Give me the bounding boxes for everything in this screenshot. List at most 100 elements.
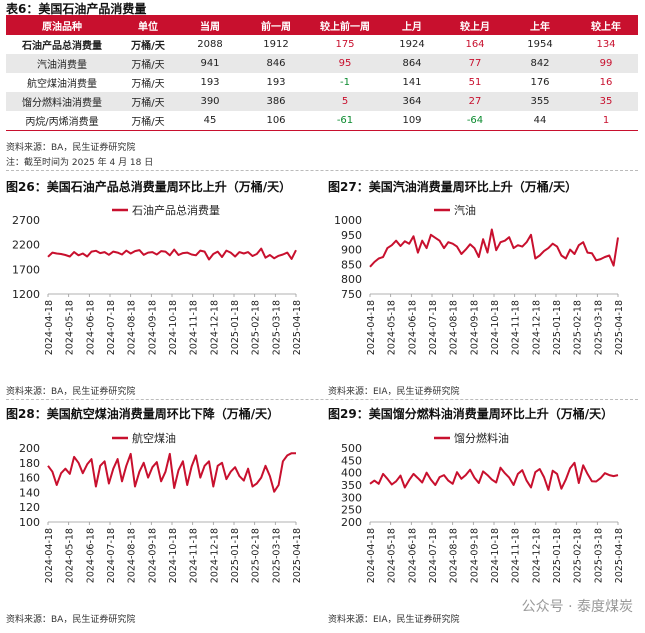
table-cell-cur: 941 (178, 54, 242, 73)
chart27-source: 资料来源：EIA，民生证券研究院 (328, 387, 460, 397)
table-cell-name: 航空煤油消费量 (27, 79, 97, 90)
x-tick-label: 2025-04-18 (292, 528, 303, 583)
x-tick-label: 2024-07-18 (428, 300, 439, 355)
x-tick-label: 2025-04-18 (614, 300, 625, 355)
y-tick-label: 800 (341, 273, 362, 286)
y-tick-label: 500 (341, 442, 362, 455)
table-row: 航空煤油消费量 万桶/天 193 193 -1 141 51 176 16 (6, 73, 638, 92)
table-row: 汽油消费量 万桶/天 941 846 95 864 77 842 99 (6, 54, 638, 73)
chart26-source: 资料来源：BA，民生证券研究院 (6, 387, 136, 397)
header-last-year: 上年 (506, 15, 574, 35)
header-vs-last-month: 较上月 (444, 15, 506, 35)
table-cell-month: 109 (380, 111, 444, 131)
header-vs-prev-week: 较上前一周 (310, 15, 380, 35)
x-tick-label: 2024-07-18 (106, 528, 117, 583)
table-cell-year: 44 (506, 111, 574, 131)
series-line (369, 228, 619, 268)
y-tick-label: 250 (341, 504, 362, 517)
legend-label: 航空煤油 (132, 431, 176, 445)
y-tick-label: 900 (341, 244, 362, 257)
x-tick-label: 2024-11-18 (511, 300, 522, 355)
x-tick-label: 2024-08-18 (449, 300, 460, 355)
table-cell-month: 141 (402, 77, 422, 88)
table-cell-cur: 2088 (197, 39, 223, 50)
chart27-caption: 图27：美国汽油消费量周环比上升（万桶/天） (328, 180, 578, 194)
y-tick-label: 1700 (12, 263, 40, 276)
y-tick-label: 2200 (12, 239, 40, 252)
x-tick-label: 2024-10-18 (490, 300, 501, 355)
chart28-source: 资料来源：BA，民生证券研究院 (6, 615, 136, 625)
table-cell-prev: 106 (242, 111, 310, 131)
table-cell-unit: 万桶/天 (118, 111, 178, 131)
watermark: 公众号 · 泰度煤炭 (521, 599, 633, 615)
y-tick-label: 160 (19, 472, 40, 485)
x-tick-label: 2025-02-18 (573, 528, 584, 583)
x-tick-label: 2024-06-18 (85, 528, 96, 583)
y-tick-label: 750 (341, 288, 362, 301)
table-cell-month: 364 (380, 92, 444, 111)
x-tick-label: 2024-09-18 (469, 300, 480, 355)
legend-label: 馏分燃料油 (454, 431, 509, 445)
x-tick-label: 2024-05-18 (65, 528, 76, 583)
table-cell-d-month: -64 (444, 111, 506, 131)
table-cell-unit: 万桶/天 (118, 92, 178, 111)
table-cell-year: 176 (530, 77, 550, 88)
y-tick-label: 300 (341, 491, 362, 504)
table-source: 资料来源：BA，民生证券研究院 (6, 143, 136, 153)
x-tick-label: 2024-07-18 (428, 528, 439, 583)
series-line (47, 452, 296, 493)
table-cell-d-year: 16 (599, 77, 613, 88)
table-cell-d-year: 134 (596, 39, 616, 50)
table-cell-month: 864 (380, 54, 444, 73)
x-tick-label: 2024-10-18 (168, 528, 179, 583)
table-cell-year: 842 (506, 54, 574, 73)
table-cell-unit: 万桶/天 (131, 41, 165, 52)
table-cell-d-year: 1 (574, 111, 638, 131)
consumption-table: 原油品种 单位 当周 前一周 较上前一周 上月 较上月 上年 较上年 石油产品总… (6, 15, 638, 131)
y-tick-label: 100 (19, 516, 40, 529)
y-tick-label: 950 (341, 229, 362, 242)
x-tick-label: 2024-11-18 (189, 300, 200, 355)
x-tick-label: 2025-02-18 (573, 300, 584, 355)
table-cell-d-year: 99 (574, 54, 638, 73)
x-tick-label: 2024-04-18 (366, 300, 377, 355)
x-tick-label: 2024-08-18 (127, 528, 138, 583)
y-tick-label: 850 (341, 258, 362, 271)
table-cell-prev: 846 (242, 54, 310, 73)
table-header-row: 原油品种 单位 当周 前一周 较上前一周 上月 较上月 上年 较上年 (6, 15, 638, 35)
x-tick-label: 2025-02-18 (251, 300, 262, 355)
table-row: 丙烷/丙烯消费量 万桶/天 45 106 -61 109 -64 44 1 (6, 111, 638, 131)
x-tick-label: 2024-10-18 (168, 300, 179, 355)
x-tick-label: 2025-01-18 (552, 528, 563, 583)
y-tick-label: 120 (19, 501, 40, 514)
series-line (47, 247, 297, 261)
table-cell-month: 1924 (399, 39, 425, 50)
divider (6, 170, 638, 171)
x-tick-label: 2024-08-18 (449, 528, 460, 583)
table-cell-d-prev: -1 (340, 77, 350, 88)
y-tick-label: 180 (19, 457, 40, 470)
table-cell-d-month: 77 (444, 54, 506, 73)
x-tick-label: 2025-03-18 (271, 528, 282, 583)
y-tick-label: 1200 (12, 288, 40, 301)
x-tick-label: 2024-10-18 (490, 528, 501, 583)
x-tick-label: 2024-12-18 (209, 528, 220, 583)
series-line (369, 461, 619, 491)
table-cell-d-month: 164 (465, 39, 485, 50)
x-tick-label: 2024-05-18 (65, 300, 76, 355)
y-tick-label: 450 (341, 454, 362, 467)
header-product: 原油品种 (6, 15, 118, 35)
table-cell-d-month: 51 (468, 77, 482, 88)
x-tick-label: 2024-07-18 (106, 300, 117, 355)
table-cell-unit: 万桶/天 (131, 79, 165, 90)
x-tick-label: 2025-01-18 (230, 300, 241, 355)
header-vs-last-year: 较上年 (574, 15, 638, 35)
x-tick-label: 2024-05-18 (387, 300, 398, 355)
table-row: 馏分燃料油消费量 万桶/天 390 386 5 364 27 355 35 (6, 92, 638, 111)
table-cell-d-month: 27 (444, 92, 506, 111)
chart29-source: 资料来源：EIA，民生证券研究院 (328, 615, 460, 625)
y-tick-label: 200 (341, 516, 362, 529)
table-cell-name: 馏分燃料油消费量 (6, 92, 118, 111)
